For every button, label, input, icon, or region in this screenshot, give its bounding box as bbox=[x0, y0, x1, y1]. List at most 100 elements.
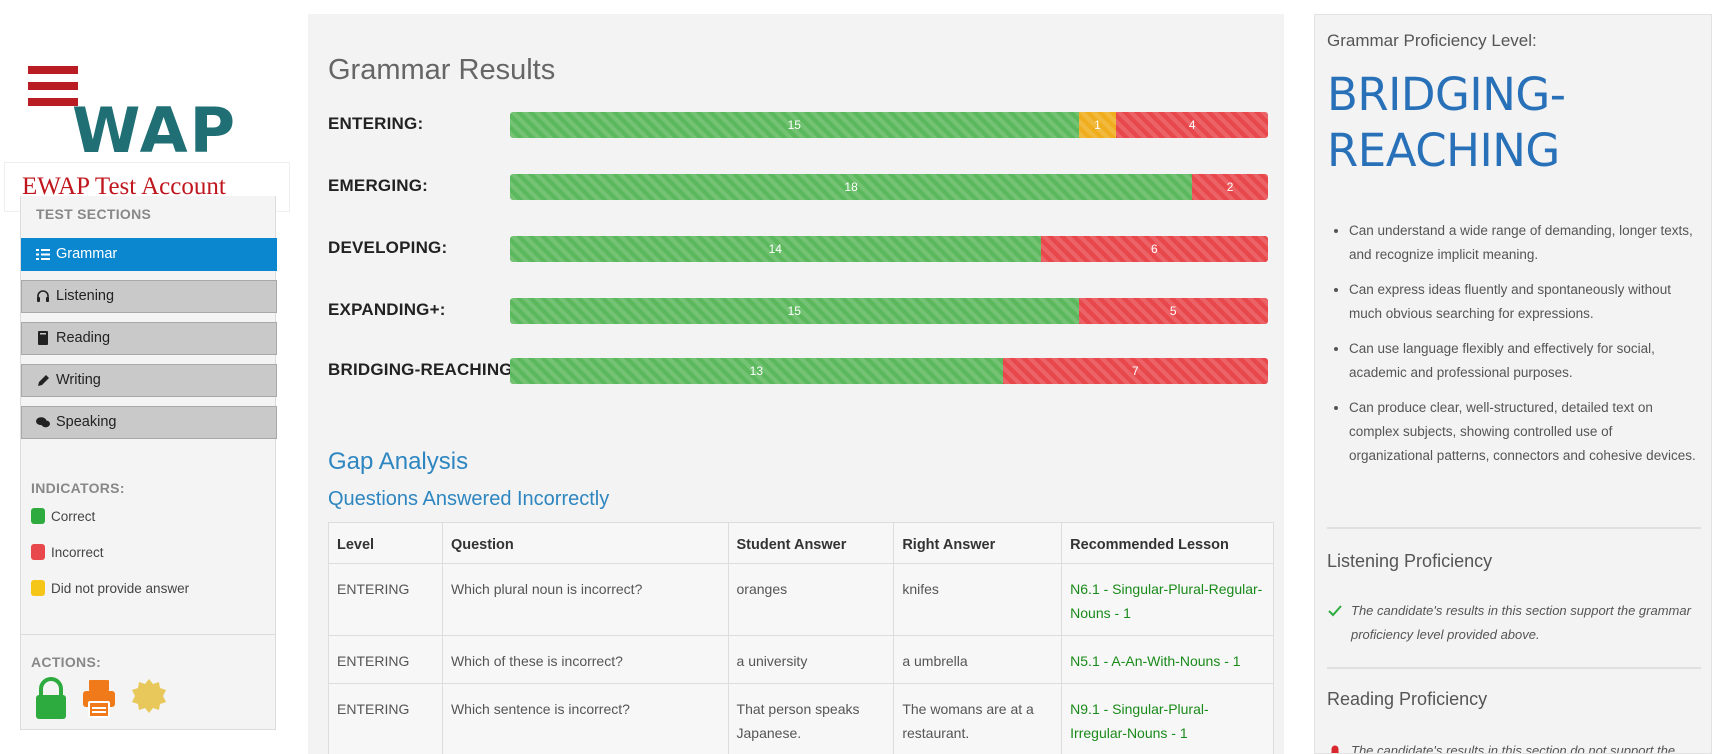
printer-icon[interactable] bbox=[79, 676, 119, 720]
lock-icon[interactable] bbox=[31, 676, 71, 720]
segment-correct: 15 bbox=[510, 298, 1079, 324]
level-row: EMERGING: 18 2 bbox=[328, 174, 1268, 200]
segment-correct: 18 bbox=[510, 174, 1193, 200]
sidebar-item-label: Writing bbox=[56, 372, 101, 388]
segment-incorrect: 6 bbox=[1040, 236, 1268, 262]
cell-level: ENTERING bbox=[328, 683, 443, 754]
sidebar-item-label: Grammar bbox=[56, 246, 118, 262]
cell-question: Which plural noun is incorrect? bbox=[441, 563, 729, 636]
sidebar-item-speaking[interactable]: Speaking bbox=[21, 406, 277, 439]
descriptor-item: Can understand a wide range of demanding… bbox=[1349, 219, 1699, 267]
reading-note: The candidate's results in this section … bbox=[1327, 739, 1699, 753]
incorrect-questions-table: Level Question Student Answer Right Answ… bbox=[328, 522, 1274, 754]
logo-area: WAP EWAP Test Account bbox=[4, 16, 290, 212]
cell-right-answer: a umbrella bbox=[893, 635, 1063, 684]
bell-icon bbox=[1327, 743, 1343, 753]
recommended-lesson-link[interactable]: N5.1 - A-An-With-Nouns - 1 bbox=[1061, 635, 1274, 684]
sidebar-item-reading[interactable]: Reading bbox=[21, 322, 277, 355]
table-row: ENTERING Which sentence is incorrect? Th… bbox=[328, 683, 1274, 754]
cell-level: ENTERING bbox=[328, 563, 443, 636]
level-label: ENTERING: bbox=[328, 114, 424, 133]
listening-proficiency-title: Listening Proficiency bbox=[1327, 551, 1493, 571]
cell-right-answer: knifes bbox=[893, 563, 1063, 636]
descriptor-item: Can express ideas fluently and spontaneo… bbox=[1349, 278, 1699, 326]
segment-incorrect: 4 bbox=[1116, 112, 1268, 138]
progress-bar: 18 2 bbox=[510, 174, 1268, 200]
recommended-lesson-link[interactable]: N9.1 - Singular-Plural-Irregular-Nouns -… bbox=[1061, 683, 1274, 754]
segment-correct: 14 bbox=[510, 236, 1041, 262]
progress-bar: 15 5 bbox=[510, 298, 1268, 324]
chat-icon bbox=[36, 415, 50, 429]
cell-level: ENTERING bbox=[328, 635, 443, 684]
questions-incorrect-title: Questions Answered Incorrectly bbox=[328, 488, 610, 510]
reading-proficiency-title: Reading Proficiency bbox=[1327, 689, 1488, 709]
progress-bar: 14 6 bbox=[510, 236, 1268, 262]
segment-incorrect: 7 bbox=[1002, 358, 1268, 384]
green-square-icon bbox=[31, 508, 45, 524]
column-header: Question bbox=[441, 522, 729, 564]
ewap-logo: WAP bbox=[28, 66, 237, 156]
check-icon bbox=[1327, 603, 1343, 619]
gap-analysis-title: Gap Analysis bbox=[328, 448, 469, 475]
level-label: EMERGING: bbox=[328, 176, 429, 195]
sidebar-item-grammar[interactable]: Grammar bbox=[21, 238, 277, 271]
list-icon bbox=[36, 247, 50, 261]
indicator-no-answer: Did not provide answer bbox=[31, 580, 189, 596]
listening-note: The candidate's results in this section … bbox=[1327, 599, 1699, 647]
column-header: Level bbox=[328, 522, 443, 564]
level-row: DEVELOPING: 14 6 bbox=[328, 236, 1268, 262]
progress-bar: 15 1 4 bbox=[510, 112, 1268, 138]
column-header: Recommended Lesson bbox=[1061, 522, 1274, 564]
divider bbox=[1327, 667, 1701, 669]
cell-right-answer: The womans are at a restaurant. bbox=[893, 683, 1063, 754]
segment-no-answer: 1 bbox=[1078, 112, 1117, 138]
sidebar-item-label: Listening bbox=[56, 288, 115, 304]
column-header: Student Answer bbox=[727, 522, 895, 564]
indicator-label: Did not provide answer bbox=[51, 580, 190, 596]
segment-incorrect: 2 bbox=[1192, 174, 1268, 200]
indicator-incorrect: Incorrect bbox=[31, 544, 104, 560]
book-icon bbox=[36, 331, 50, 345]
indicator-label: Incorrect bbox=[51, 544, 104, 560]
proficiency-descriptors: Can understand a wide range of demanding… bbox=[1349, 219, 1699, 479]
progress-bar: 13 7 bbox=[510, 358, 1268, 384]
cell-question: Which sentence is incorrect? bbox=[441, 683, 729, 754]
segment-correct: 15 bbox=[510, 112, 1079, 138]
cell-student-answer: That person speaks Japanese. bbox=[727, 683, 895, 754]
badge-icon[interactable] bbox=[129, 676, 169, 720]
pencil-icon bbox=[36, 373, 50, 387]
level-label: BRIDGING-REACHING: bbox=[328, 360, 519, 379]
sidebar: TEST SECTIONS Grammar Listening Reading … bbox=[20, 196, 277, 730]
indicator-label: Correct bbox=[51, 508, 96, 524]
headphones-icon bbox=[36, 289, 50, 303]
sidebar-item-writing[interactable]: Writing bbox=[21, 364, 277, 397]
test-sections-title: TEST SECTIONS bbox=[36, 206, 152, 222]
level-label: DEVELOPING: bbox=[328, 238, 448, 257]
indicator-correct: Correct bbox=[31, 508, 95, 524]
table-row: ENTERING Which plural noun is incorrect?… bbox=[328, 563, 1274, 636]
page-title: Grammar Results bbox=[328, 54, 556, 86]
cell-question: Which of these is incorrect? bbox=[441, 635, 729, 684]
segment-incorrect: 5 bbox=[1078, 298, 1268, 324]
sidebar-item-listening[interactable]: Listening bbox=[21, 280, 277, 313]
sidebar-item-label: Reading bbox=[56, 330, 111, 346]
yellow-square-icon bbox=[31, 580, 45, 596]
actions-title: ACTIONS: bbox=[31, 654, 102, 670]
segment-correct: 13 bbox=[510, 358, 1003, 384]
recommended-lesson-link[interactable]: N6.1 - Singular-Plural-Regular-Nouns - 1 bbox=[1061, 563, 1274, 636]
divider bbox=[21, 634, 275, 635]
proficiency-level: BRIDGING-REACHING bbox=[1327, 68, 1566, 177]
cell-student-answer: a university bbox=[727, 635, 895, 684]
column-header: Right Answer bbox=[893, 522, 1063, 564]
level-row: ENTERING: 15 1 4 bbox=[328, 112, 1268, 138]
descriptor-item: Can produce clear, well-structured, deta… bbox=[1349, 396, 1699, 468]
cell-student-answer: oranges bbox=[727, 563, 895, 636]
red-square-icon bbox=[31, 544, 45, 560]
svg-text:WAP: WAP bbox=[72, 94, 237, 156]
descriptor-item: Can use language flexibly and effectivel… bbox=[1349, 337, 1699, 385]
listening-note-text: The candidate's results in this section … bbox=[1351, 603, 1691, 642]
table-header-row: Level Question Student Answer Right Answ… bbox=[328, 522, 1274, 564]
sidebar-item-label: Speaking bbox=[56, 414, 117, 430]
proficiency-label: Grammar Proficiency Level: bbox=[1327, 31, 1537, 50]
level-row: EXPANDING+: 15 5 bbox=[328, 298, 1268, 324]
